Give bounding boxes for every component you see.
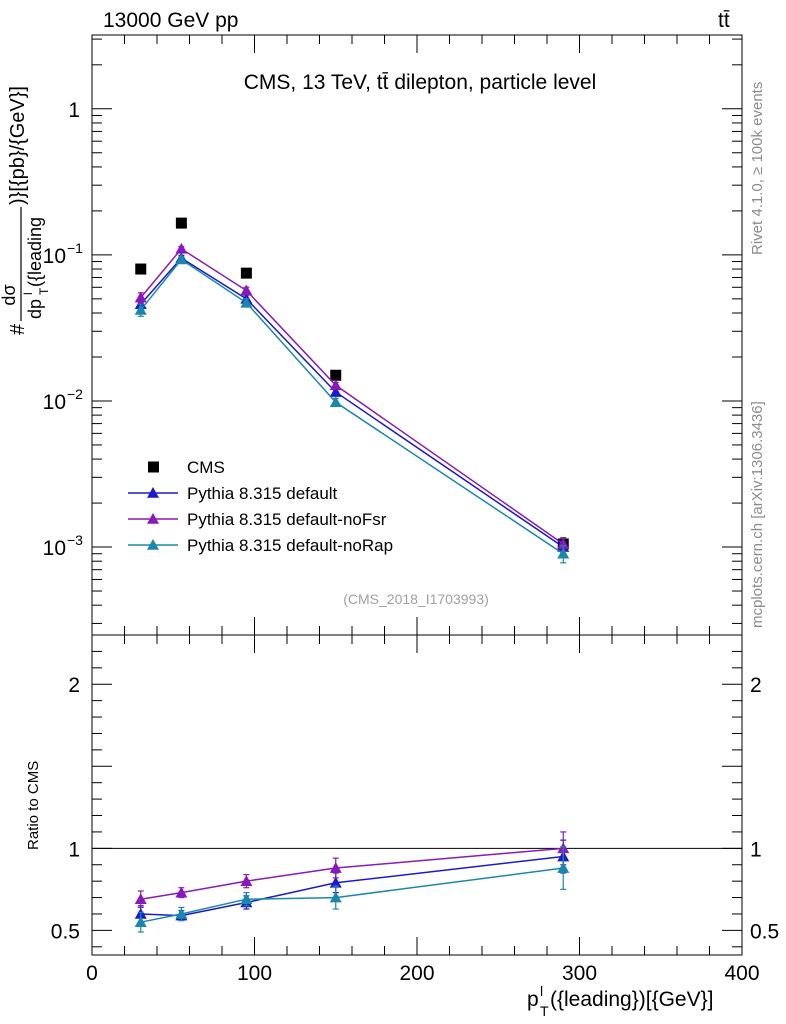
process-label: tt̄ — [718, 9, 730, 32]
cms-data-point — [330, 369, 342, 381]
y-label-numerator: dσ — [0, 284, 19, 305]
energy-label: 13000 GeV pp — [103, 9, 238, 32]
x-tick-label: 0 — [86, 962, 98, 985]
cms-data-point — [175, 217, 187, 229]
ratio-y-tick-label-right: 2 — [750, 674, 762, 697]
main-y-tick-exponent: −2 — [67, 386, 83, 402]
x-tick-label: 100 — [237, 962, 272, 985]
main-y-axis-label: # dσ dp l T ({leading )}[{pb}/{GeV}] — [0, 86, 51, 335]
pythia-8-315-default-norap-marker — [240, 296, 253, 308]
x-label-sub: T — [540, 1003, 549, 1019]
pythia-8-315-default-marker — [329, 386, 342, 397]
pythia-8-315-default-norap-marker — [175, 253, 188, 265]
x-label-tail: ({leading})[{GeV}] — [550, 988, 713, 1011]
y-label-denominator: dp — [25, 299, 45, 319]
pythia-8-315-default-ratio-marker — [329, 876, 342, 888]
main-y-tick-label: 10 — [43, 391, 66, 414]
pythia-8-315-default-line — [140, 257, 564, 548]
y-label-den-sup: l — [21, 292, 35, 295]
pythia-8-315-default-nofsr-marker — [240, 284, 253, 296]
legend-marker-pythia-8-315-default-norap — [147, 539, 159, 550]
pythia-8-315-default-norap-ratio-marker — [175, 907, 188, 919]
mcplots-label: mcplots.cern.ch [arXiv:1306.3436] — [749, 401, 766, 628]
legend-marker-cms — [148, 461, 159, 473]
main-y-tick-label: 10 — [43, 245, 66, 268]
pythia-8-315-default-nofsr-marker — [175, 242, 188, 254]
cms-data-point — [240, 267, 252, 279]
ratio-panel-frame — [91, 634, 743, 956]
pythia-8-315-default-norap-marker — [557, 547, 570, 559]
legend-marker-pythia-8-315-default — [147, 487, 159, 498]
legend-label-pythia-8-315-default: Pythia 8.315 default — [187, 484, 338, 503]
legend: CMS Pythia 8.315 default Pythia 8.315 defa… — [128, 458, 393, 555]
pythia-8-315-default-nofsr-ratio-marker — [134, 893, 147, 905]
ratio-y-tick-label-right: 0.5 — [750, 920, 779, 943]
main-y-tick-exponent: −1 — [67, 240, 83, 256]
main-y-tick-label: 1 — [68, 99, 80, 122]
rivet-version-label: Rivet 4.1.0, ≥ 100k events — [749, 82, 766, 255]
x-label-sup: l — [540, 983, 543, 999]
pythia-8-315-default-norap-marker — [134, 303, 147, 315]
ratio-y-axis-label: Ratio to CMS — [25, 761, 42, 850]
pythia-8-315-default-nofsr-ratio-marker — [240, 875, 253, 886]
pythia-8-315-default-norap-ratio-marker — [557, 862, 570, 873]
main-y-tick-exponent: −3 — [67, 532, 83, 548]
y-label-den-tail: ({leading — [25, 217, 45, 287]
ratio-axis-ticks: 0.5 0.5 1 1 2 2 0 100 200 300 400 — [51, 635, 779, 985]
pythia-8-315-default-norap-ratio-marker — [134, 916, 147, 927]
pythia-8-315-default-nofsr-ratio-line — [140, 847, 564, 900]
main-axis-ticks: 110−110−210−3 — [43, 35, 743, 635]
pythia-8-315-default-nofsr-ratio-marker — [175, 886, 188, 898]
legend-label-pythia-8-315-default-nofsr: Pythia 8.315 default-noFsr — [187, 510, 387, 529]
legend-marker-pythia-8-315-default-nofsr — [147, 513, 159, 524]
x-tick-label: 300 — [562, 962, 597, 985]
analysis-id-label: (CMS_2018_I1703993) — [343, 591, 489, 607]
pythia-8-315-default-ratio-line — [140, 855, 564, 917]
y-label-suffix: )}[{pb}/{GeV}] — [7, 86, 29, 205]
legend-label-pythia-8-315-default-norap: Pythia 8.315 default-noRap — [187, 536, 393, 555]
x-label-main: p — [527, 988, 539, 1011]
y-label-den-sub: T — [37, 287, 51, 295]
pythia-8-315-default-nofsr-ratio-marker — [329, 862, 342, 873]
cms-data-point — [135, 263, 147, 275]
ratio-y-tick-label-right: 1 — [750, 838, 762, 861]
pythia-8-315-default-nofsr-marker — [134, 291, 147, 303]
ratio-y-tick-label: 2 — [68, 674, 80, 697]
x-tick-label: 200 — [399, 962, 434, 985]
pythia-8-315-default-norap-ratio-marker — [240, 893, 253, 905]
ratio-y-tick-label: 1 — [68, 838, 80, 861]
y-label-prefix: # — [7, 323, 29, 335]
pythia-8-315-default-norap-ratio-line — [140, 867, 564, 923]
legend-label-cms: CMS — [187, 458, 225, 477]
pythia-8-315-default-norap-ratio-marker — [329, 891, 342, 903]
x-axis-label: p l T ({leading})[{GeV}] — [527, 983, 713, 1019]
main-plot-title: CMS, 13 TeV, tt̄ dilepton, particle leve… — [244, 71, 597, 94]
main-y-tick-label: 10 — [43, 537, 66, 560]
pythia-8-315-default-nofsr-marker — [329, 379, 342, 391]
pythia-8-315-default-norap-marker — [329, 396, 342, 408]
x-tick-label: 400 — [724, 962, 759, 985]
ratio-y-tick-label: 0.5 — [51, 920, 80, 943]
main-series-group — [134, 217, 570, 564]
ratio-series-group — [134, 831, 570, 933]
